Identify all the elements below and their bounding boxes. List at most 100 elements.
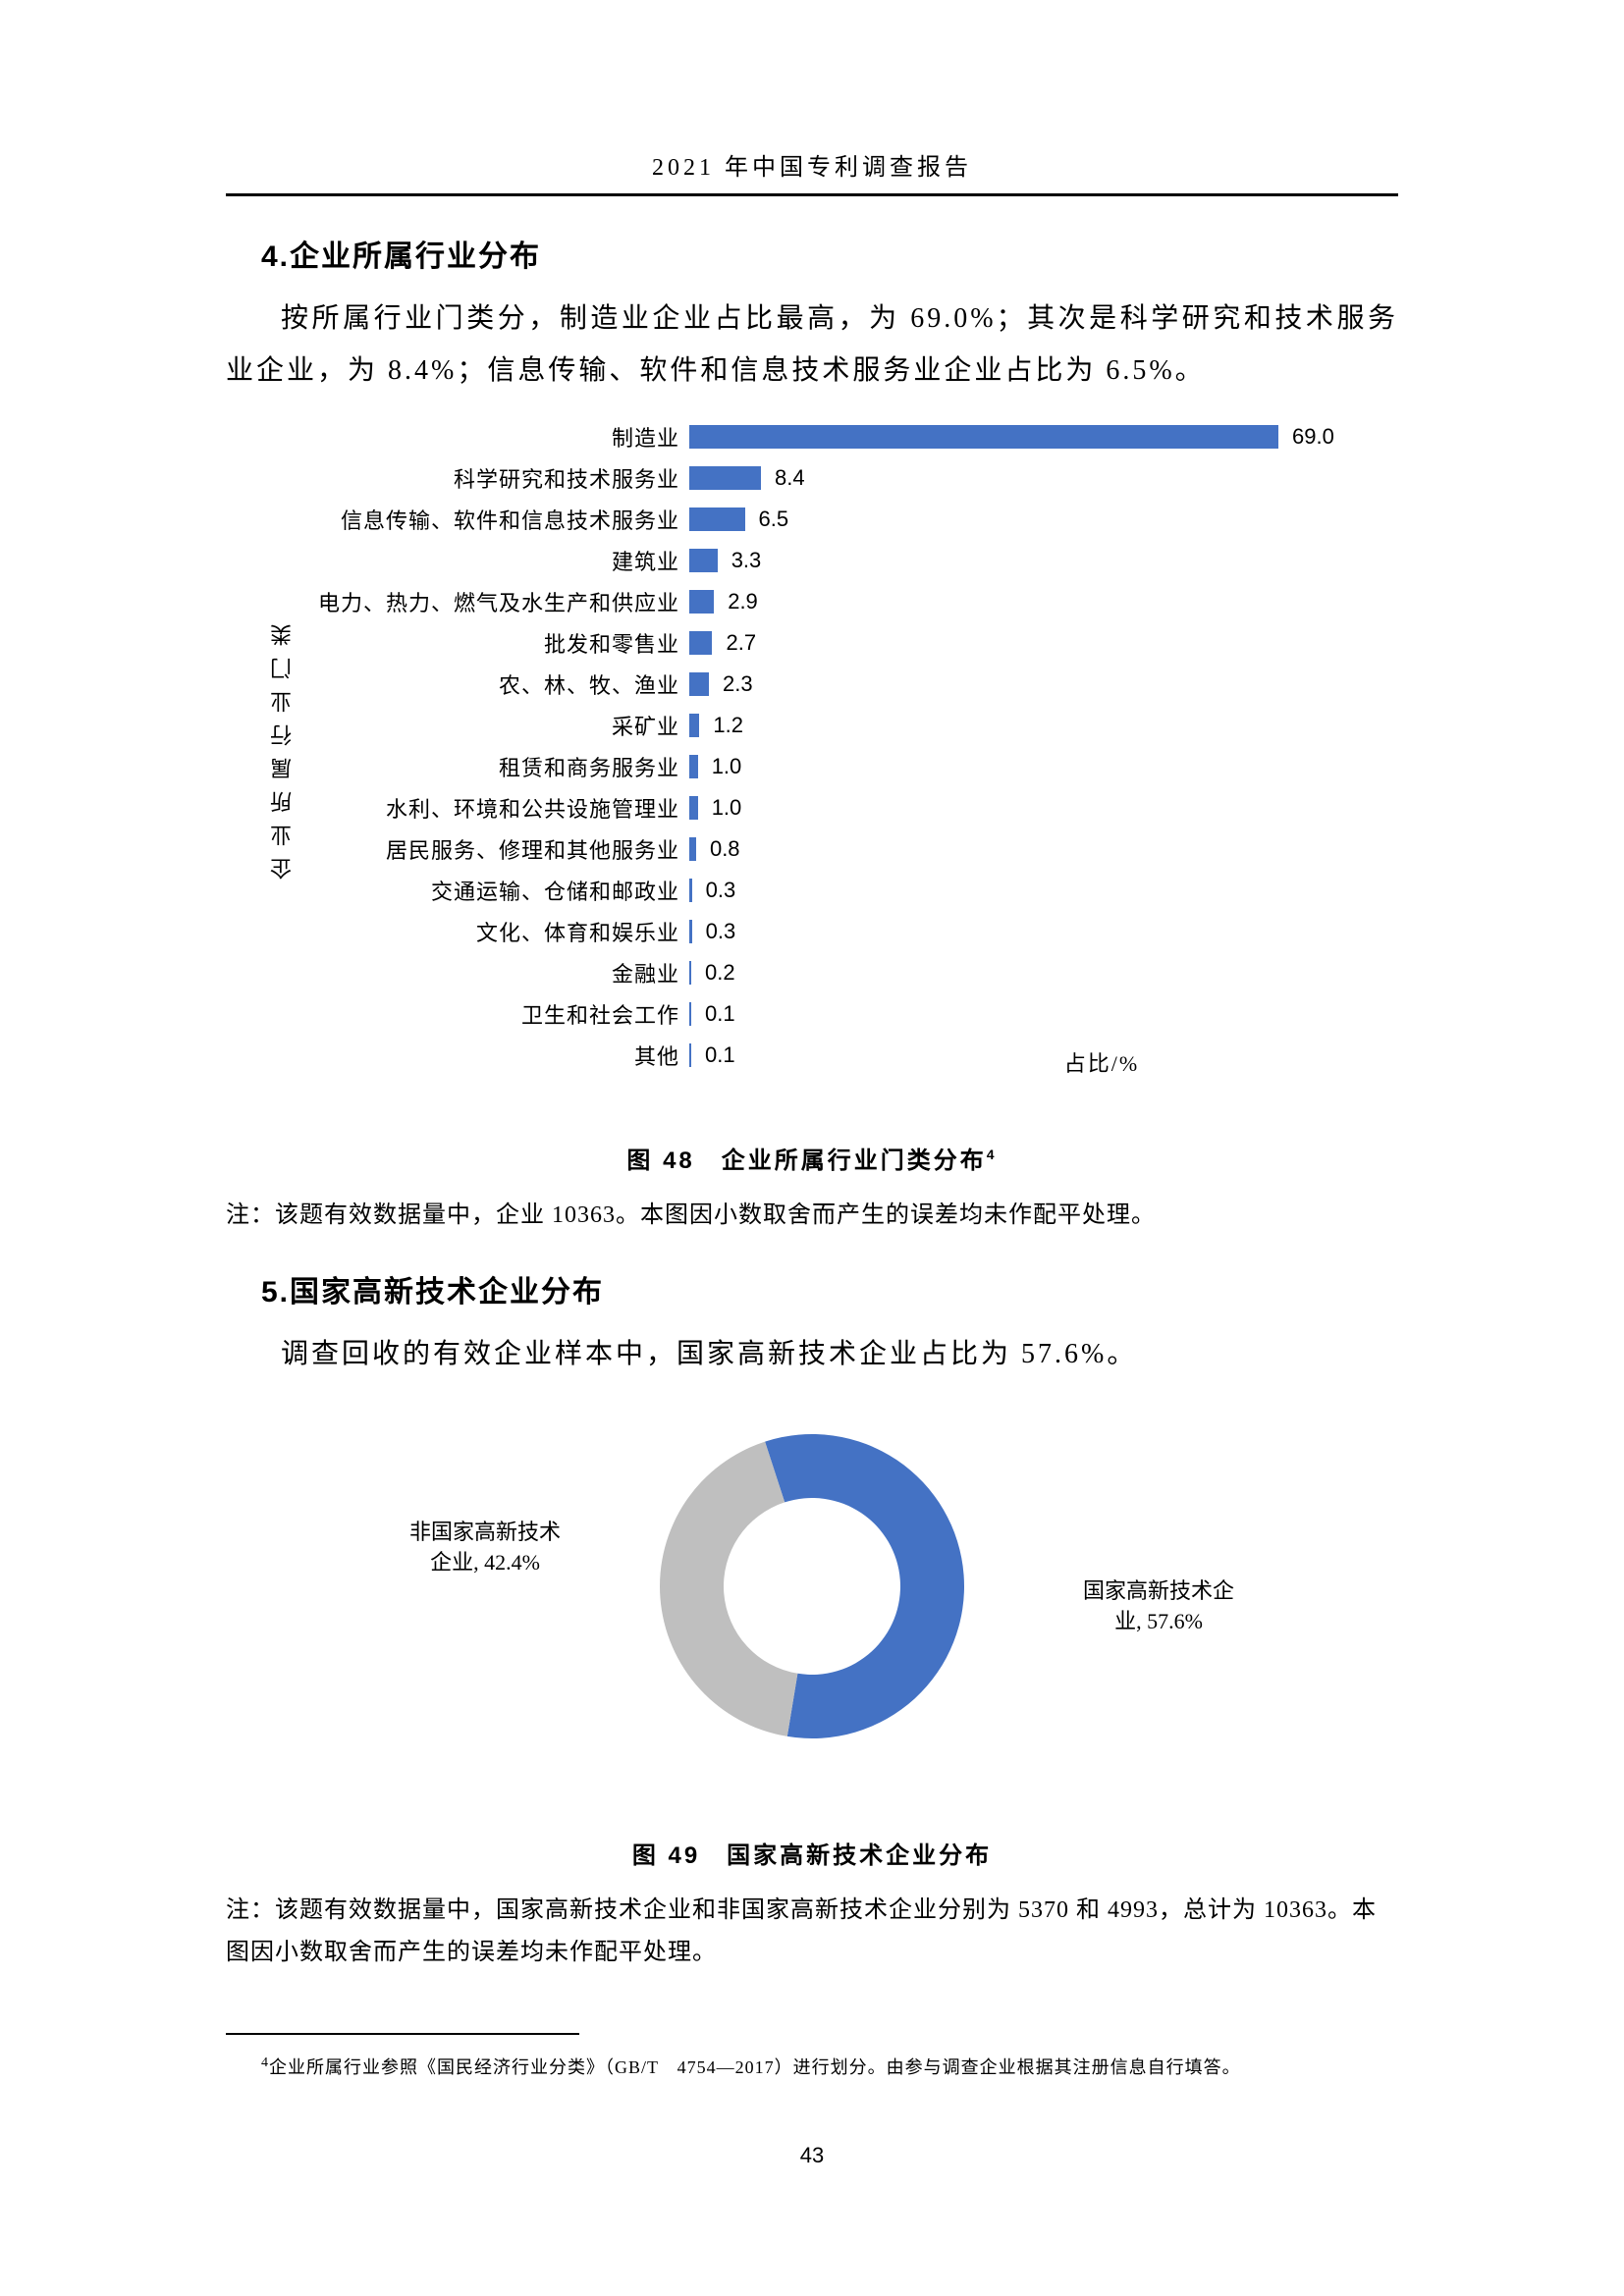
bar-row: 建筑业 3.3 bbox=[257, 540, 1367, 581]
bar-category-label: 电力、热力、燃气及水生产和供应业 bbox=[257, 586, 689, 617]
bar-row: 金融业 0.2 bbox=[257, 952, 1367, 993]
bar-row: 租赁和商务服务业 1.0 bbox=[257, 746, 1367, 787]
bar-rect bbox=[689, 1002, 691, 1026]
bar-x-axis-label: 占比/% bbox=[758, 1046, 1445, 1078]
footnote-4: 4企业所属行业参照《国民经济行业分类》（GB/T 4754—2017）进行划分。… bbox=[226, 2053, 1398, 2082]
bar-rect bbox=[689, 796, 698, 820]
bar-value-label: 0.1 bbox=[705, 1042, 735, 1068]
bar-area: 2.9 bbox=[689, 589, 1367, 614]
page-number: 43 bbox=[0, 2143, 1624, 2168]
section-4-heading: 4.企业所属行业分布 bbox=[261, 232, 1398, 275]
bar-category-label: 其他 bbox=[257, 1040, 689, 1071]
bar-area: 0.3 bbox=[689, 878, 1367, 903]
bar-category-label: 居民服务、修理和其他服务业 bbox=[257, 833, 689, 865]
bar-value-label: 0.3 bbox=[706, 878, 736, 903]
bar-value-label: 2.7 bbox=[726, 630, 756, 656]
bar-row: 采矿业 1.2 bbox=[257, 705, 1367, 746]
bar-area: 1.0 bbox=[689, 754, 1367, 779]
bar-value-label: 69.0 bbox=[1292, 424, 1334, 450]
bar-area: 2.7 bbox=[689, 630, 1367, 656]
bar-row: 卫生和社会工作 0.1 bbox=[257, 993, 1367, 1035]
bar-rect bbox=[689, 879, 692, 902]
bar-value-label: 0.3 bbox=[706, 919, 736, 944]
bar-row: 居民服务、修理和其他服务业 0.8 bbox=[257, 828, 1367, 870]
bar-area: 2.3 bbox=[689, 671, 1367, 697]
bar-rect bbox=[689, 631, 712, 655]
bar-rect bbox=[689, 425, 1278, 449]
bar-row: 水利、环境和公共设施管理业 1.0 bbox=[257, 787, 1367, 828]
bar-value-label: 0.8 bbox=[710, 836, 740, 862]
bar-area: 1.0 bbox=[689, 795, 1367, 821]
bar-category-label: 建筑业 bbox=[257, 545, 689, 576]
bar-area: 6.5 bbox=[689, 507, 1367, 532]
donut-label-non-hightech: 非国家高新技术 企业, 42.4% bbox=[409, 1518, 561, 1578]
figure-48-note: 注：该题有效数据量中，企业 10363。本图因小数取舍而产生的误差均未作配平处理… bbox=[226, 1195, 1398, 1237]
bar-row: 文化、体育和娱乐业 0.3 bbox=[257, 911, 1367, 952]
bar-category-label: 租赁和商务服务业 bbox=[257, 751, 689, 782]
bar-value-label: 2.9 bbox=[728, 589, 758, 614]
industry-bar-chart: 企业所属行业门类 制造业 69.0 科学研究和技术服务业 8.4 信息传输、软件和信息技… bbox=[257, 416, 1367, 1107]
bar-category-label: 采矿业 bbox=[257, 710, 689, 741]
bar-area: 0.2 bbox=[689, 960, 1367, 986]
bar-row: 制造业 69.0 bbox=[257, 416, 1367, 457]
bar-area: 0.1 bbox=[689, 1001, 1367, 1027]
bar-category-label: 科学研究和技术服务业 bbox=[257, 462, 689, 494]
bar-value-label: 0.1 bbox=[705, 1001, 735, 1027]
bar-y-axis-label: 企业所属行业门类 bbox=[267, 613, 298, 880]
bar-value-label: 2.3 bbox=[723, 671, 753, 697]
bar-rect bbox=[689, 590, 714, 614]
bar-rect bbox=[689, 961, 691, 985]
bar-row: 科学研究和技术服务业 8.4 bbox=[257, 457, 1367, 499]
bar-category-label: 制造业 bbox=[257, 421, 689, 453]
section-4-paragraph: 按所属行业门类分，制造业企业占比最高，为 69.0%；其次是科学研究和技术服务业… bbox=[226, 293, 1398, 397]
bar-value-label: 6.5 bbox=[759, 507, 789, 532]
bar-category-label: 卫生和社会工作 bbox=[257, 998, 689, 1030]
donut-label-hightech: 国家高新技术企 业, 57.6% bbox=[1083, 1576, 1234, 1637]
bar-category-label: 信息传输、软件和信息技术服务业 bbox=[257, 504, 689, 535]
figure-48-caption: 图 48 企业所属行业门类分布4 bbox=[226, 1141, 1398, 1175]
bar-value-label: 0.2 bbox=[705, 960, 735, 986]
bar-value-label: 1.2 bbox=[713, 713, 743, 738]
bar-row: 信息传输、软件和信息技术服务业 6.5 bbox=[257, 499, 1367, 540]
bar-rect bbox=[689, 1043, 691, 1067]
bar-value-label: 3.3 bbox=[731, 548, 762, 573]
bar-row: 电力、热力、燃气及水生产和供应业 2.9 bbox=[257, 581, 1367, 622]
bar-category-label: 金融业 bbox=[257, 957, 689, 988]
bar-rect bbox=[689, 920, 692, 943]
bar-row: 交通运输、仓储和邮政业 0.3 bbox=[257, 870, 1367, 911]
bar-rect bbox=[689, 466, 761, 490]
bar-value-label: 1.0 bbox=[712, 795, 742, 821]
bar-category-label: 批发和零售业 bbox=[257, 627, 689, 659]
bar-category-label: 交通运输、仓储和邮政业 bbox=[257, 875, 689, 906]
section-5-heading: 5.国家高新技术企业分布 bbox=[261, 1267, 1398, 1310]
bar-row: 批发和零售业 2.7 bbox=[257, 622, 1367, 664]
bar-area: 0.8 bbox=[689, 836, 1367, 862]
bar-rect bbox=[689, 507, 745, 531]
page-header: 2021 年中国专利调查报告 bbox=[226, 147, 1398, 196]
figure-49-caption: 图 49 国家高新技术企业分布 bbox=[226, 1836, 1398, 1870]
donut-slice bbox=[660, 1441, 797, 1735]
bar-area: 3.3 bbox=[689, 548, 1367, 573]
donut-svg bbox=[616, 1410, 1008, 1763]
donut-slice bbox=[765, 1434, 964, 1738]
bar-row: 农、林、牧、渔业 2.3 bbox=[257, 664, 1367, 705]
figure-49-note: 注：该题有效数据量中，国家高新技术企业和非国家高新技术企业分别为 5370 和 … bbox=[226, 1890, 1398, 1974]
footnote-rule bbox=[226, 2033, 579, 2035]
bar-area: 69.0 bbox=[689, 424, 1367, 450]
bar-category-label: 水利、环境和公共设施管理业 bbox=[257, 792, 689, 824]
section-5-paragraph: 调查回收的有效企业样本中，国家高新技术企业占比为 57.6%。 bbox=[226, 1328, 1398, 1380]
hightech-donut-chart: 国家高新技术企 业, 57.6% 非国家高新技术 企业, 42.4% bbox=[419, 1410, 1205, 1802]
bar-rect bbox=[689, 714, 699, 737]
bar-rect bbox=[689, 755, 698, 778]
bar-category-label: 文化、体育和娱乐业 bbox=[257, 916, 689, 947]
bar-area: 8.4 bbox=[689, 465, 1367, 491]
bar-value-label: 1.0 bbox=[712, 754, 742, 779]
bar-category-label: 农、林、牧、渔业 bbox=[257, 668, 689, 700]
bar-area: 0.3 bbox=[689, 919, 1367, 944]
header-title: 2021 年中国专利调查报告 bbox=[652, 155, 972, 181]
bar-value-label: 8.4 bbox=[775, 465, 805, 491]
bar-rect bbox=[689, 837, 696, 861]
bar-rect bbox=[689, 549, 718, 572]
bar-area: 1.2 bbox=[689, 713, 1367, 738]
bar-rect bbox=[689, 672, 709, 696]
